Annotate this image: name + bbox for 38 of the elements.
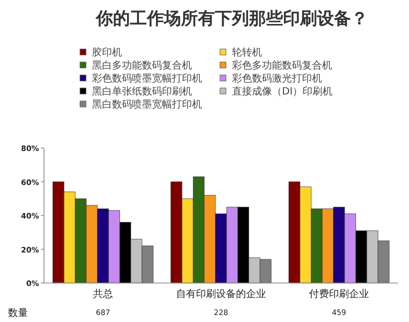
bar: [322, 208, 334, 284]
legend-label: 黑白数码喷墨宽幅打印机: [92, 98, 202, 110]
bar: [300, 186, 312, 284]
bar: [356, 230, 368, 284]
bar: [310, 208, 322, 284]
bar: [182, 198, 194, 284]
bar: [64, 192, 76, 284]
x-tick-label: 自有印刷设备的企业: [176, 288, 266, 300]
bar: [52, 182, 64, 284]
bar: [130, 238, 142, 284]
bar: [238, 206, 250, 284]
bar: [192, 176, 204, 284]
text: 数量: [8, 308, 28, 319]
legend-label: 彩色数码喷墨宽幅打印机: [92, 72, 202, 84]
bar: [86, 205, 98, 284]
bar: [288, 182, 300, 284]
x-tick-label: 共总: [93, 288, 113, 300]
bar: [215, 214, 227, 284]
legend-label: 黑白单张纸数码印刷机: [92, 86, 192, 98]
bar: [97, 208, 109, 284]
legend-label: 彩色数码激光打印机: [232, 72, 322, 84]
legend-label: 直接成像（DI）印刷机: [232, 86, 333, 98]
legend-label: 轮转机: [232, 46, 262, 58]
chart-title: 你的工作场所有下列那些印刷设备？: [95, 9, 368, 29]
legend-label: 黑白多功能数码复合机: [92, 60, 192, 72]
bar: [204, 195, 216, 284]
bar: [333, 206, 345, 284]
bar: [74, 198, 86, 284]
bar: [170, 182, 182, 284]
legend-label: 彩色多功能数码复合机: [232, 60, 332, 72]
legend-label: 胶印机: [92, 46, 122, 58]
bar: [120, 222, 132, 284]
x-tick-label: 付费印刷企业: [309, 288, 369, 300]
bar: [344, 214, 356, 284]
bar: [108, 210, 120, 284]
bar: [226, 206, 238, 284]
bar: [248, 257, 260, 284]
bar: [366, 230, 378, 284]
